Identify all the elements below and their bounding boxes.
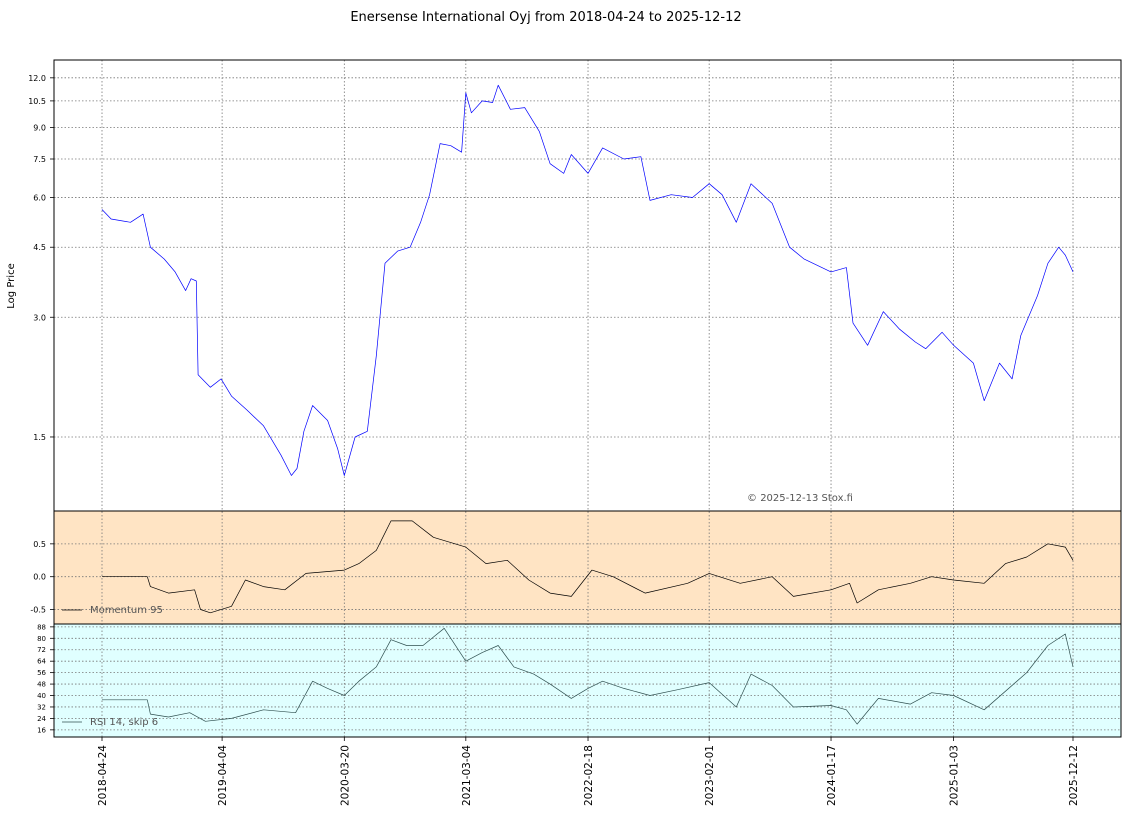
x-tick-label: 2024-01-17 bbox=[826, 745, 838, 806]
rsi-line bbox=[102, 627, 1074, 725]
rsi-y-tick-label: 32 bbox=[37, 703, 46, 711]
price-y-tick-label: 10.5 bbox=[28, 97, 46, 106]
price-y-tick-label: 6.0 bbox=[33, 194, 46, 203]
momentum-line bbox=[102, 520, 1074, 614]
momentum-legend: Momentum 95 bbox=[90, 605, 163, 616]
rsi-y-tick-label: 80 bbox=[37, 635, 46, 643]
momentum-y-tick-label: 0.5 bbox=[33, 540, 46, 549]
rsi-y-tick-label: 72 bbox=[37, 646, 46, 654]
momentum-y-tick-label: -0.5 bbox=[30, 606, 46, 615]
x-tick-label: 2020-03-20 bbox=[339, 745, 351, 806]
chart-title: Enersense International Oyj from 2018-04… bbox=[350, 10, 741, 25]
x-tick-label: 2025-12-12 bbox=[1068, 745, 1080, 806]
x-tick-label: 2023-02-01 bbox=[704, 745, 716, 806]
price-y-tick-label: 1.5 bbox=[33, 433, 46, 442]
momentum-panel bbox=[54, 511, 1121, 624]
price-y-tick-label: 7.5 bbox=[33, 155, 46, 164]
price-y-tick-label: 12.0 bbox=[28, 74, 46, 83]
rsi-y-tick-label: 40 bbox=[37, 692, 46, 700]
rsi-y-tick-label: 24 bbox=[37, 715, 46, 723]
rsi-y-tick-label: 88 bbox=[37, 623, 46, 631]
x-tick-label: 2025-01-03 bbox=[949, 745, 961, 806]
rsi-frame bbox=[53, 623, 1122, 738]
series-layer bbox=[101, 84, 1074, 725]
rsi-y-tick-label: 56 bbox=[37, 669, 46, 677]
price-ylabel: Log Price bbox=[6, 263, 17, 308]
price-y-tick-label: 9.0 bbox=[33, 124, 46, 133]
x-tick-label: 2021-03-04 bbox=[461, 745, 473, 806]
rsi-y-tick-label: 64 bbox=[37, 658, 46, 666]
rsi-y-tick-label: 48 bbox=[37, 681, 46, 689]
price-line bbox=[101, 84, 1074, 476]
rsi-y-tick-label: 16 bbox=[37, 726, 46, 734]
tick-labels: 2018-04-24 2019-04-04 2020-03-20 2021-03-04… bbox=[28, 74, 1080, 806]
momentum-y-tick-label: 0.0 bbox=[33, 573, 46, 582]
watermark: © 2025-12-13 Stox.fi bbox=[747, 493, 853, 504]
price-y-tick-label: 4.5 bbox=[33, 243, 46, 252]
price-y-tick-label: 3.0 bbox=[33, 313, 46, 322]
x-tick-label: 2018-04-24 bbox=[97, 745, 109, 806]
rsi-legend: RSI 14, skip 6 bbox=[90, 717, 158, 728]
x-tick-label: 2019-04-04 bbox=[217, 745, 229, 806]
price-panel bbox=[54, 60, 1121, 511]
x-tick-label: 2022-02-18 bbox=[583, 745, 595, 806]
